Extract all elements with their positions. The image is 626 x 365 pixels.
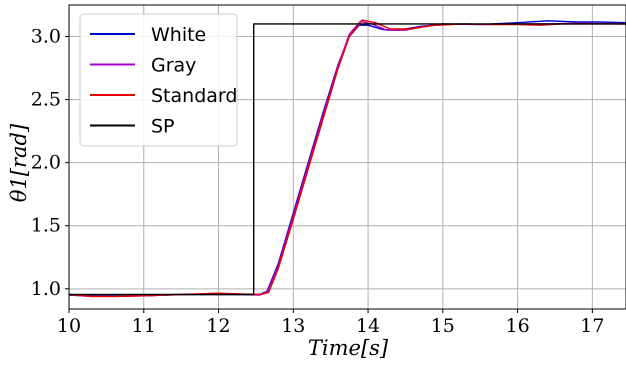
x-axis-label: Time[s]: [308, 336, 389, 360]
y-tick-label: 1.5: [31, 215, 61, 237]
series-line-sp: [69, 23, 626, 296]
plot-frame: [68, 4, 626, 310]
series-layer: [68, 19, 626, 298]
y-tick-label: 1.0: [31, 278, 61, 300]
y-tick-label: 3.0: [31, 26, 61, 48]
x-tick-label: 16: [505, 315, 529, 337]
legend-label: White: [151, 24, 206, 46]
x-tick-label: 10: [57, 315, 81, 337]
legend: White Gray Standard SP: [79, 13, 238, 147]
axis-ticks: 10 11 12 13 14 15 16 17 1.0 1.5 2.0 2.5 3.0: [31, 26, 605, 337]
y-tick-label: 2.5: [31, 89, 61, 111]
x-tick-label: 17: [580, 315, 604, 337]
legend-label: Gray: [151, 55, 196, 77]
x-tick-label: 11: [132, 315, 156, 337]
x-tick-label: 14: [356, 315, 380, 337]
x-tick-label: 13: [281, 315, 305, 337]
legend-label: SP: [151, 116, 175, 138]
x-tick-label: 12: [206, 315, 230, 337]
y-tick-label: 2.0: [31, 152, 61, 174]
legend-box: [79, 13, 238, 147]
y-axis-label: θ1[rad]: [7, 123, 31, 202]
legend-label: Standard: [151, 85, 237, 107]
x-tick-label: 15: [431, 315, 455, 337]
